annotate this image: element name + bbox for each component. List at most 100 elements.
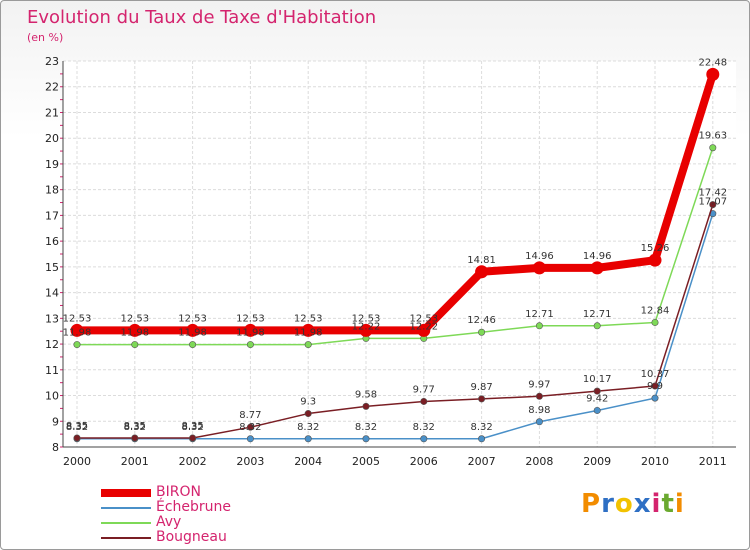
x-tick-label: 2004 — [294, 455, 322, 468]
data-label: 11.98 — [236, 328, 265, 339]
data-point — [420, 435, 428, 443]
data-label: 8.32 — [413, 422, 435, 433]
data-point — [189, 434, 197, 442]
y-tick-label: 22 — [45, 81, 59, 94]
logo-letter: x — [633, 489, 652, 519]
data-label: 14.96 — [583, 251, 612, 262]
data-point — [304, 341, 312, 349]
data-label: 22.48 — [698, 57, 727, 68]
y-tick-label: 16 — [45, 235, 59, 248]
data-label: 8.32 — [355, 422, 377, 433]
y-tick-label: 10 — [45, 390, 59, 403]
data-point — [301, 323, 315, 337]
data-point — [651, 382, 659, 390]
series-line-bougneau — [77, 204, 714, 439]
data-point — [73, 341, 81, 349]
data-point — [535, 418, 543, 426]
data-label: 12.53 — [352, 313, 381, 324]
logo-letter: o — [614, 489, 634, 519]
y-tick-label: 13 — [45, 312, 59, 325]
data-label: 10.17 — [583, 374, 612, 385]
data-point — [131, 341, 139, 349]
series-line-échebrune — [77, 213, 714, 440]
data-point — [651, 318, 659, 326]
data-label: 9.42 — [586, 393, 608, 404]
data-label: 8.77 — [239, 410, 261, 421]
data-point — [362, 435, 370, 443]
proxiti-logo: Proxiti — [581, 489, 685, 519]
data-point — [709, 144, 717, 152]
logo-letter: i — [651, 489, 662, 519]
x-tick-label: 2003 — [236, 455, 264, 468]
data-point — [475, 265, 489, 279]
data-point — [73, 434, 81, 442]
data-label: 12.53 — [409, 313, 438, 324]
data-point — [70, 323, 84, 337]
data-label: 12.53 — [294, 313, 323, 324]
y-tick-label: 9 — [52, 415, 59, 428]
y-tick-label: 11 — [45, 364, 59, 377]
data-point — [304, 410, 312, 418]
y-tick-label: 21 — [45, 106, 59, 119]
data-point — [648, 253, 662, 267]
logo-letter: r — [601, 489, 615, 519]
y-tick-label: 19 — [45, 158, 59, 171]
data-point — [478, 328, 486, 336]
data-point — [651, 394, 659, 402]
data-label: 17.07 — [698, 197, 727, 208]
data-label: 12.53 — [236, 313, 265, 324]
legend-label: BIRON — [156, 484, 201, 500]
data-point — [593, 322, 601, 330]
data-label: 12.22 — [352, 321, 381, 332]
x-tick-label: 2009 — [583, 455, 611, 468]
data-label: 8.32 — [124, 422, 146, 433]
data-point — [243, 323, 257, 337]
y-tick-label: 8 — [52, 441, 59, 454]
data-label: 12.84 — [641, 305, 670, 316]
data-label: 19.63 — [698, 131, 727, 142]
y-tick-label: 12 — [45, 338, 59, 351]
data-point — [304, 435, 312, 443]
y-tick-label: 17 — [45, 209, 59, 222]
data-label: 9.3 — [300, 397, 316, 408]
data-point — [535, 392, 543, 400]
data-label: 8.35 — [181, 421, 203, 432]
data-label: 9.97 — [528, 379, 550, 390]
legend-label: Échebrune — [156, 499, 232, 515]
data-label: 12.53 — [120, 313, 149, 324]
data-point — [189, 341, 197, 349]
data-label: 12.71 — [525, 309, 554, 320]
legend-label: Avy — [156, 514, 182, 530]
plot-area — [63, 61, 736, 447]
data-label: 15.26 — [641, 243, 670, 254]
data-label: 12.71 — [583, 309, 612, 320]
data-point — [246, 435, 254, 443]
x-tick-label: 2010 — [641, 455, 669, 468]
y-tick-label: 14 — [45, 287, 59, 300]
data-point — [417, 323, 431, 337]
data-point — [362, 402, 370, 410]
data-label: 17.42 — [698, 188, 727, 199]
y-tick-label: 20 — [45, 132, 59, 145]
data-point — [246, 341, 254, 349]
data-label: 9.58 — [355, 389, 377, 400]
data-label: 8.35 — [66, 421, 88, 432]
legend-swatch — [101, 489, 151, 497]
x-tick-label: 2000 — [63, 455, 91, 468]
logo-letter: i — [674, 489, 685, 519]
legend-swatch — [101, 537, 151, 539]
series-line-biron — [77, 73, 717, 335]
data-point — [420, 397, 428, 405]
data-label: 11.98 — [178, 328, 207, 339]
data-point — [359, 323, 373, 337]
y-tick-label: 15 — [45, 261, 59, 274]
data-point — [478, 435, 486, 443]
data-label: 8.98 — [528, 405, 550, 416]
data-label: 12.22 — [409, 321, 438, 332]
x-tick-label: 2007 — [468, 455, 496, 468]
data-label: 10.37 — [641, 369, 670, 380]
data-point — [593, 406, 601, 414]
logo-letter: P — [581, 489, 602, 519]
x-tick-label: 2011 — [699, 455, 727, 468]
